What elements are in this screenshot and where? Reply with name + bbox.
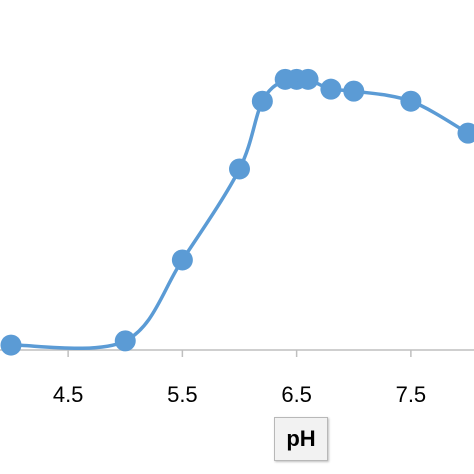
data-point bbox=[457, 122, 474, 144]
x-axis-label: pH bbox=[286, 426, 316, 451]
data-point bbox=[343, 80, 365, 102]
data-point bbox=[114, 330, 136, 352]
x-tick-label: 5.5 bbox=[167, 382, 198, 407]
x-tick-label: 6.5 bbox=[281, 382, 312, 407]
data-point bbox=[229, 158, 250, 180]
x-ticks: 4.5 5.5 6.5 7.5 bbox=[53, 350, 426, 407]
data-point bbox=[320, 78, 342, 100]
x-axis-label-box: pH bbox=[274, 417, 328, 461]
data-point bbox=[171, 249, 193, 271]
data-points bbox=[0, 68, 474, 356]
data-point bbox=[297, 68, 319, 90]
x-tick-label: 7.5 bbox=[396, 382, 427, 407]
data-point bbox=[400, 90, 422, 112]
series-line bbox=[9, 76, 470, 350]
data-point bbox=[0, 334, 22, 356]
data-point bbox=[251, 90, 273, 112]
x-tick-label: 4.5 bbox=[53, 382, 84, 407]
